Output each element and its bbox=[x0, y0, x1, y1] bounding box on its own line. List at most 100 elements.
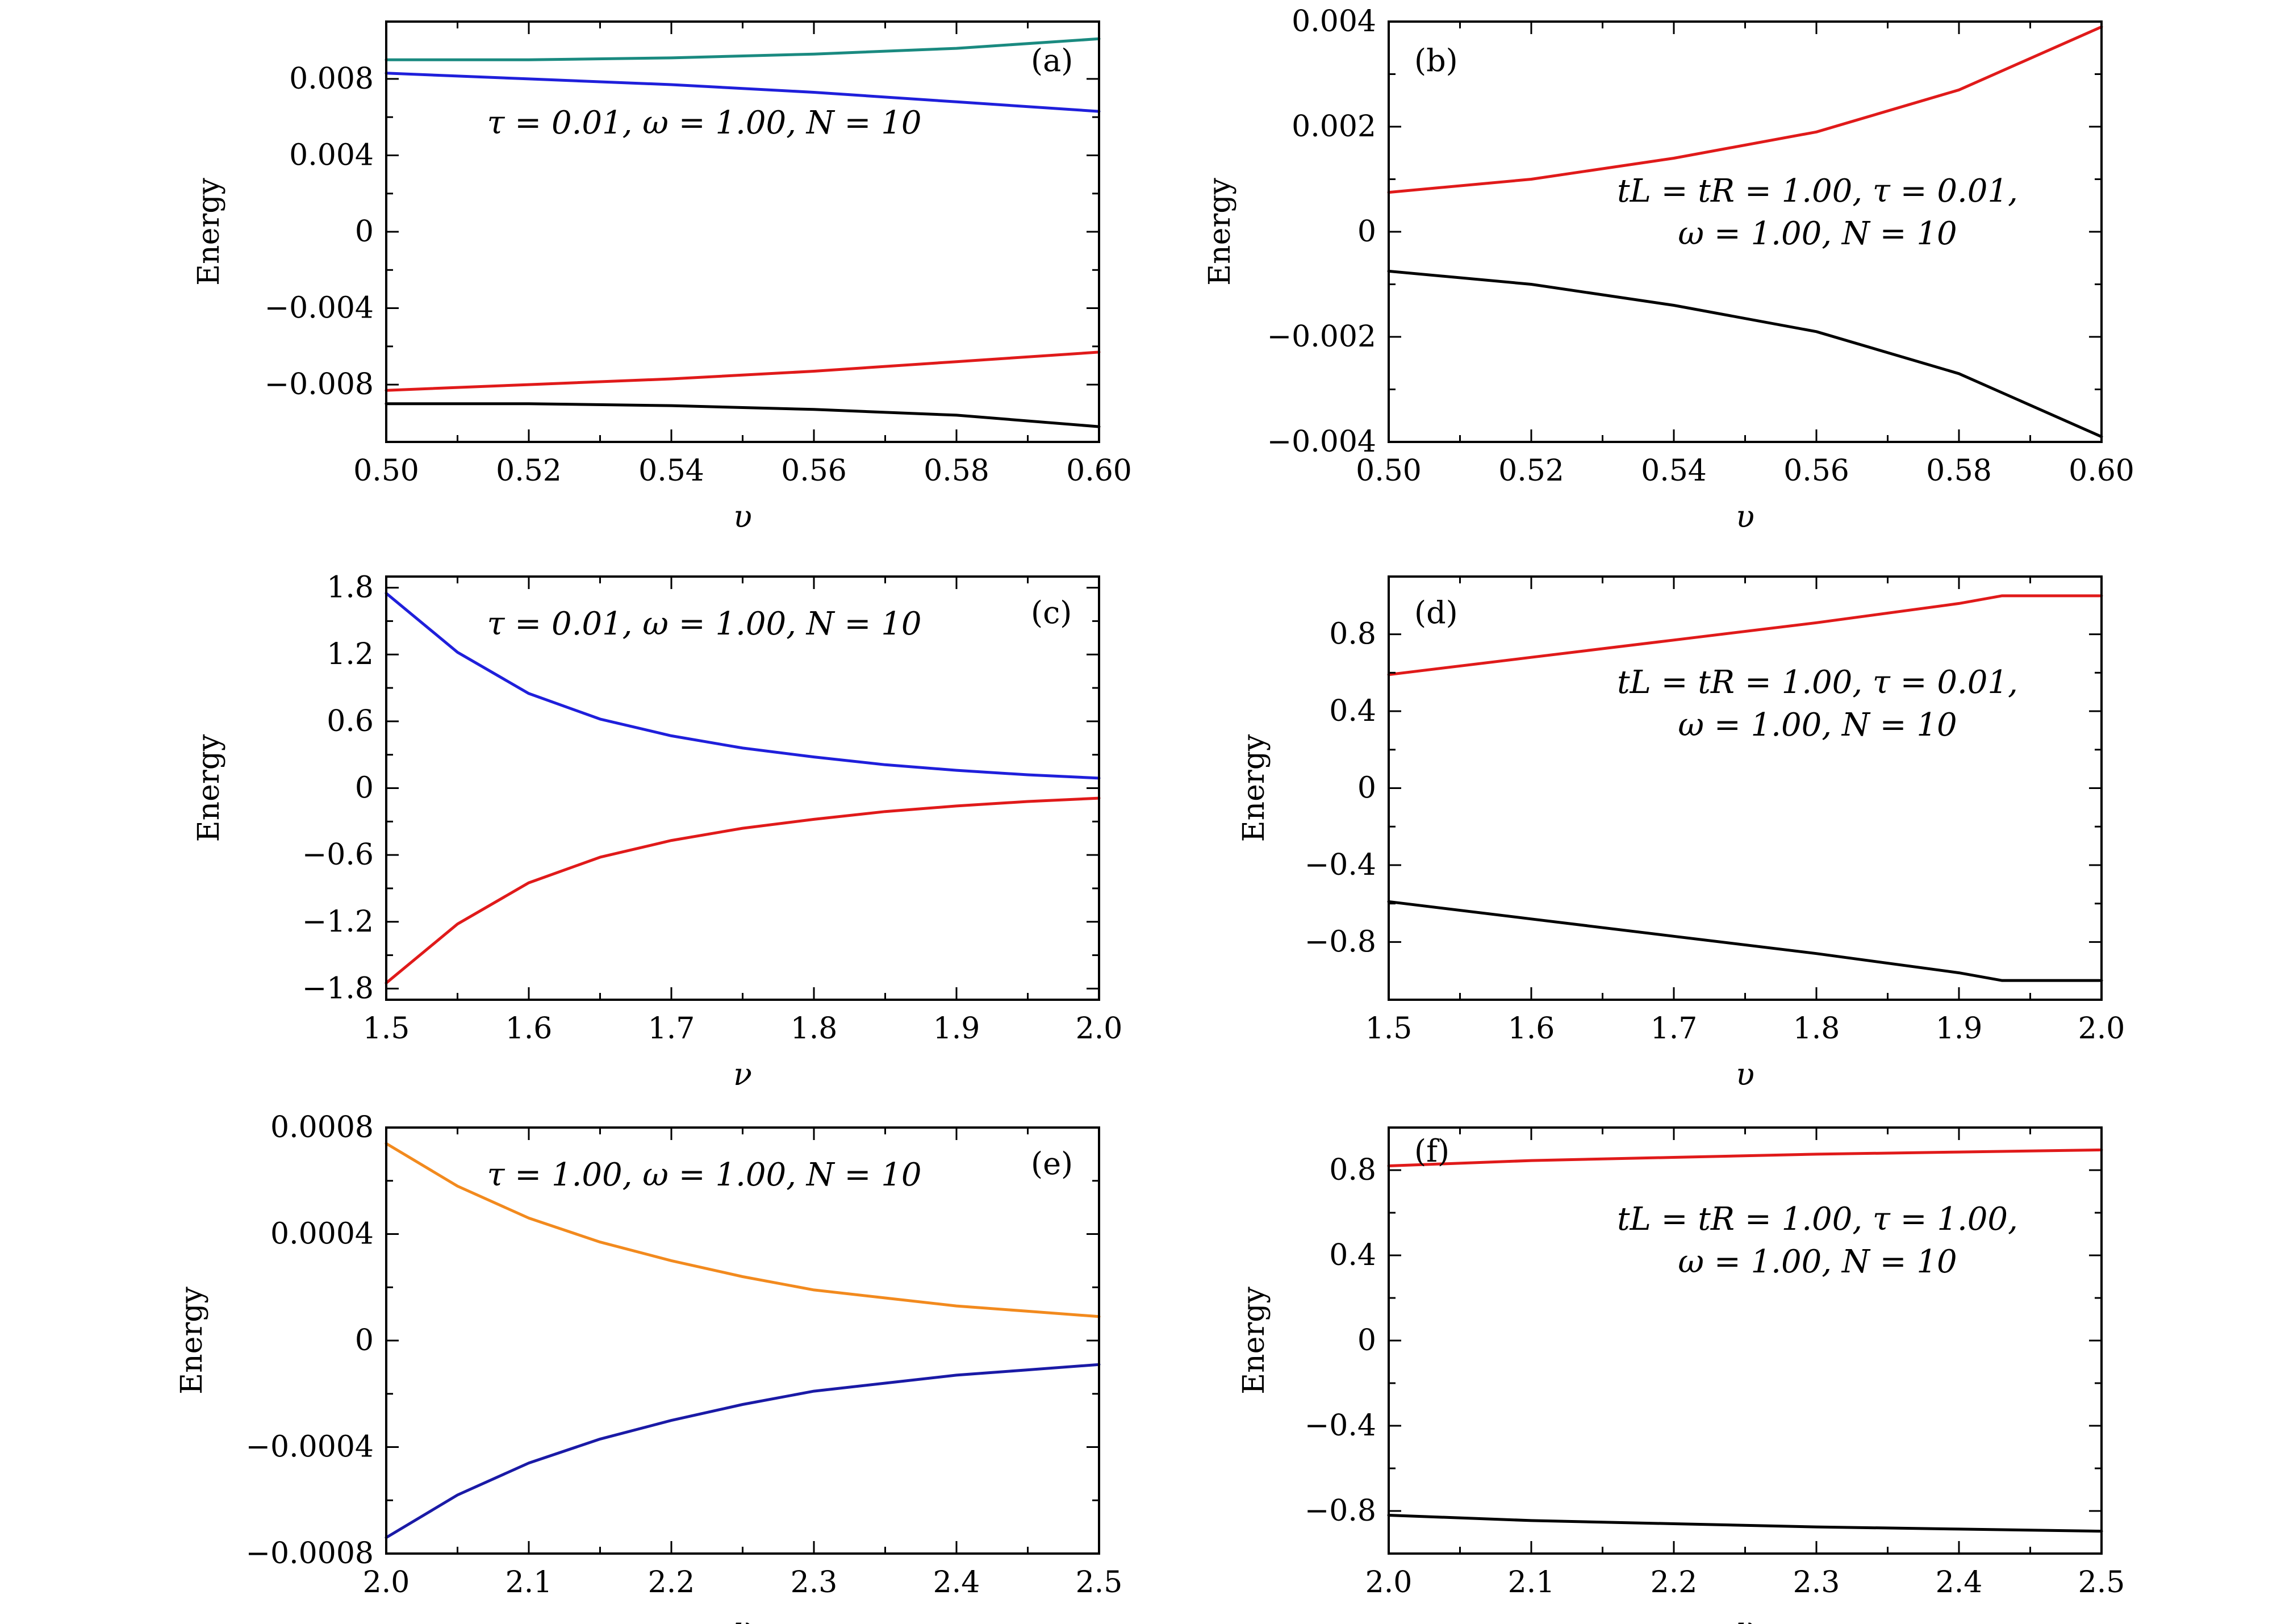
x-tick-label: 1.5 bbox=[1365, 1012, 1413, 1046]
x-axis-title: υ bbox=[733, 1610, 752, 1624]
y-tick-label: −0.004 bbox=[265, 291, 374, 325]
x-tick-label: 2.3 bbox=[791, 1565, 838, 1600]
series-black-line bbox=[1387, 900, 2103, 982]
x-tick-label: 2.1 bbox=[506, 1565, 553, 1600]
panel-label: (a) bbox=[1031, 43, 1073, 78]
y-tick-label: 0.004 bbox=[1292, 5, 1376, 39]
panel-label: (b) bbox=[1414, 43, 1458, 78]
x-tick-label: 2.4 bbox=[1936, 1565, 1983, 1600]
y-tick-label: 0 bbox=[355, 771, 374, 805]
x-tick-label: 2.4 bbox=[933, 1565, 980, 1600]
x-axis-title: υ bbox=[733, 499, 752, 535]
panel-a: 0.50 0.52 0.54 0.56 0.58 0.60 −0.008 −0.004 0 0.0… bbox=[192, 20, 1132, 535]
panel-annotation: tL = tR = 1.00, τ = 0.01, bbox=[1617, 664, 2018, 701]
panel-e: 2.0 2.1 2.2 2.3 2.4 2.5 −0.0008 −0.0004 0 0.0004 0… bbox=[175, 1111, 1122, 1624]
x-tick-label: 0.60 bbox=[2069, 454, 2134, 488]
panel-label: (d) bbox=[1414, 595, 1458, 631]
series-red-line bbox=[1387, 25, 2103, 194]
series-black-line bbox=[1387, 269, 2103, 439]
panel-c: 1.5 1.6 1.7 1.8 1.9 2.0 −1.8 −1.2 −0.6 0 0.6 1.2 1.8… bbox=[192, 571, 1122, 1092]
y-tick-label: −0.4 bbox=[1305, 1409, 1376, 1443]
panel-label: (e) bbox=[1031, 1146, 1073, 1182]
y-tick-label: 1.2 bbox=[327, 637, 374, 671]
panel-annotation: ω = 1.00, N = 10 bbox=[1678, 707, 1957, 744]
panel-annotation: ω = 1.00, N = 10 bbox=[1678, 1243, 1957, 1280]
plot-frame bbox=[1388, 1126, 2103, 1555]
panel-annotation: ω = 1.00, N = 10 bbox=[1678, 215, 1957, 252]
x-tick-label: 1.8 bbox=[791, 1012, 838, 1046]
y-tick-label: 0.002 bbox=[1292, 110, 1376, 144]
y-tick-label: 0.4 bbox=[1329, 694, 1376, 728]
panel-annotation: tL = tR = 1.00, τ = 1.00, bbox=[1617, 1201, 2018, 1238]
panel-annotation: τ = 0.01, ω = 1.00, N = 10 bbox=[487, 105, 921, 141]
x-tick-label: 0.50 bbox=[1356, 454, 1422, 488]
y-tick-label: 0.4 bbox=[1329, 1238, 1376, 1272]
x-tick-label: 0.54 bbox=[1641, 454, 1707, 488]
x-tick-label: 1.6 bbox=[506, 1012, 553, 1046]
x-tick-label: 0.56 bbox=[781, 454, 847, 488]
y-tick-label: −1.2 bbox=[302, 905, 374, 939]
x-tick-label: 1.7 bbox=[648, 1012, 695, 1046]
x-tick-label: 2.0 bbox=[1076, 1012, 1123, 1046]
x-tick-label: 1.6 bbox=[1508, 1012, 1555, 1046]
y-tick-label: 0 bbox=[355, 215, 374, 249]
panel-annotation: τ = 0.01, ω = 1.00, N = 10 bbox=[487, 606, 921, 642]
x-tick-label: 0.58 bbox=[924, 454, 989, 488]
x-tick-label: 1.9 bbox=[933, 1012, 980, 1046]
x-tick-label: 2.5 bbox=[1076, 1565, 1123, 1600]
x-tick-label: 2.5 bbox=[2078, 1565, 2125, 1600]
y-tick-label: 0 bbox=[355, 1324, 374, 1358]
y-tick-label: 0.8 bbox=[1329, 617, 1376, 652]
series-red-line bbox=[1387, 1148, 2103, 1167]
y-tick-label: 0.004 bbox=[289, 138, 374, 172]
x-tick-label: 0.52 bbox=[496, 454, 562, 488]
y-axis-title: Energy bbox=[1203, 178, 1237, 286]
y-tick-label: 0 bbox=[1357, 1324, 1376, 1358]
y-axis-title: Energy bbox=[192, 734, 226, 842]
panel-label: (f) bbox=[1414, 1133, 1449, 1169]
y-tick-label: −0.0008 bbox=[245, 1537, 374, 1571]
y-tick-label: −0.8 bbox=[1305, 1494, 1376, 1528]
x-axis-title: υ bbox=[1736, 499, 1754, 535]
y-tick-label: −1.8 bbox=[302, 971, 374, 1005]
series-red-line bbox=[1387, 594, 2103, 677]
panel-d: 1.5 1.6 1.7 1.8 1.9 2.0 −0.8 −0.4 0 0.4 0.8 υ Energy… bbox=[1237, 575, 2125, 1092]
y-axis-title: Energy bbox=[1237, 734, 1271, 842]
series-black-line bbox=[1387, 1514, 2103, 1533]
series-blue-line bbox=[385, 72, 1101, 113]
x-tick-label: 0.58 bbox=[1926, 454, 1992, 488]
series-orange-line bbox=[385, 1142, 1101, 1318]
y-tick-label: −0.8 bbox=[1305, 925, 1376, 959]
x-tick-label: 1.8 bbox=[1793, 1012, 1840, 1046]
panel-b: 0.50 0.52 0.54 0.56 0.58 0.60 −0.004 −0.002 0 0.0… bbox=[1203, 5, 2134, 535]
y-tick-label: 0 bbox=[1357, 771, 1376, 805]
panel-annotation: tL = tR = 1.00, τ = 0.01, bbox=[1617, 173, 2018, 210]
series-red-line bbox=[385, 350, 1101, 392]
x-tick-label: 0.56 bbox=[1783, 454, 1849, 488]
y-tick-label: 0.8 bbox=[1329, 1153, 1376, 1187]
x-axis-title: υ bbox=[1736, 1057, 1754, 1092]
y-tick-label: −0.004 bbox=[1267, 425, 1376, 459]
x-tick-label: 1.7 bbox=[1651, 1012, 1698, 1046]
x-tick-label: 0.60 bbox=[1066, 454, 1132, 488]
x-tick-label: 2.1 bbox=[1508, 1565, 1555, 1600]
x-tick-label: 2.2 bbox=[648, 1565, 695, 1600]
y-tick-label: 0.008 bbox=[289, 62, 374, 96]
x-tick-label: 1.9 bbox=[1936, 1012, 1983, 1046]
y-tick-label: −0.6 bbox=[302, 838, 374, 872]
y-tick-label: 0.0008 bbox=[270, 1111, 374, 1145]
x-tick-label: 0.50 bbox=[353, 454, 419, 488]
x-tick-label: 2.0 bbox=[363, 1565, 410, 1600]
y-tick-label: 0 bbox=[1357, 215, 1376, 249]
y-tick-label: 1.8 bbox=[327, 571, 374, 605]
series-navy-line bbox=[385, 1363, 1101, 1539]
x-tick-label: 0.52 bbox=[1498, 454, 1564, 488]
y-axis-title: Energy bbox=[1237, 1287, 1271, 1395]
x-tick-label: 0.54 bbox=[638, 454, 704, 488]
y-axis-title: Energy bbox=[175, 1287, 209, 1395]
plot-frame bbox=[1388, 575, 2103, 1001]
plot-frame bbox=[385, 20, 1100, 443]
series-blue-line bbox=[385, 591, 1101, 780]
y-tick-label: −0.0004 bbox=[245, 1430, 374, 1464]
x-tick-label: 1.5 bbox=[363, 1012, 410, 1046]
